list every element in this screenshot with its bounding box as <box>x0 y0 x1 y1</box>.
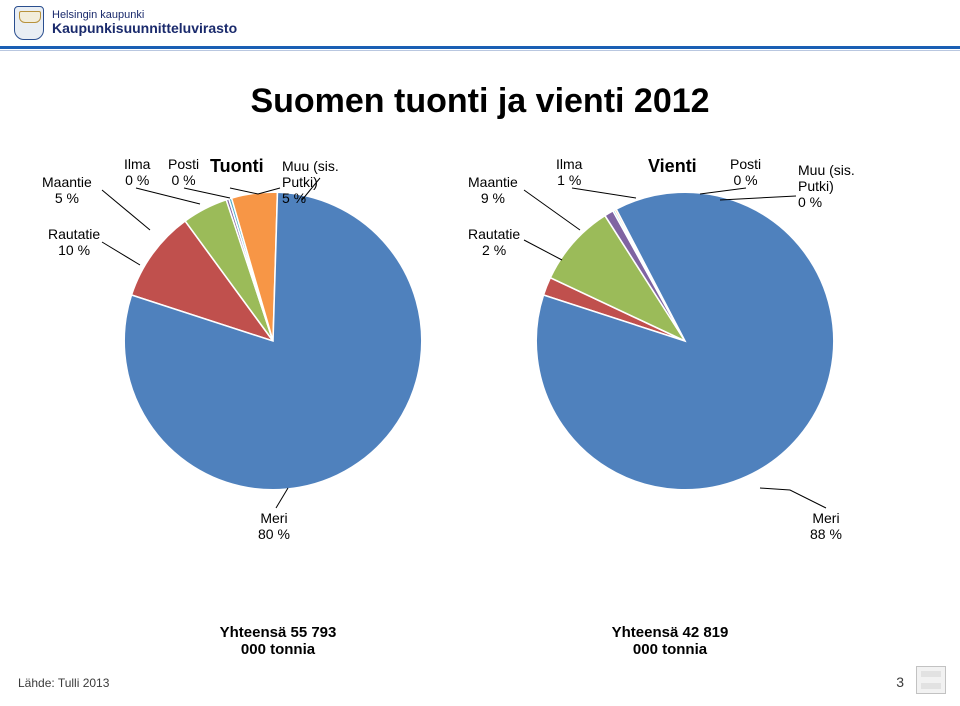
slide-header: Helsingin kaupunki Kaupunkisuunnitteluvi… <box>0 0 960 52</box>
slide-title: Suomen tuonti ja vienti 2012 <box>250 82 709 121</box>
lbl-vienti-muu: Muu (sis. Putki) 0 % <box>798 162 855 210</box>
page-number: 3 <box>896 674 904 690</box>
vienti-group-title: Vienti <box>648 156 697 177</box>
org-text: Helsingin kaupunki Kaupunkisuunnitteluvi… <box>52 10 237 36</box>
pie-vienti-svg <box>530 186 840 496</box>
tuonti-group-title: Tuonti <box>210 156 264 177</box>
lbl-tuonti-rautatie: Rautatie 10 % <box>48 226 100 258</box>
pie-tuonti-svg <box>118 186 428 496</box>
pie-vienti <box>530 186 840 496</box>
city-crest-icon <box>14 6 44 40</box>
lbl-vienti-meri: Meri 88 % <box>810 510 842 542</box>
lbl-tuonti-posti: Posti 0 % <box>168 156 199 188</box>
lbl-tuonti-muu: Muu (sis. Putki) 5 % <box>282 158 339 206</box>
lbl-tuonti-maantie: Maantie 5 % <box>42 174 92 206</box>
pie-tuonti <box>118 186 428 496</box>
source-citation: Lähde: Tulli 2013 <box>18 676 109 690</box>
chart-area: Tuonti Maantie 5 % Rautatie 10 % Ilma 0 … <box>0 140 960 570</box>
org-name-line2: Kaupunkisuunnitteluvirasto <box>52 21 237 36</box>
total-vienti: Yhteensä 42 819 000 tonnia <box>570 624 770 658</box>
lbl-vienti-posti: Posti 0 % <box>730 156 761 188</box>
org-logo-block: Helsingin kaupunki Kaupunkisuunnitteluvi… <box>14 6 237 40</box>
footer-decoration-icon <box>916 666 946 694</box>
lbl-tuonti-meri: Meri 80 % <box>258 510 290 542</box>
slide: { "org": { "line1": "Helsingin kaupunki"… <box>0 0 960 706</box>
total-tuonti: Yhteensä 55 793 000 tonnia <box>178 624 378 658</box>
lbl-vienti-rautatie: Rautatie 2 % <box>468 226 520 258</box>
lbl-tuonti-ilma: Ilma 0 % <box>124 156 150 188</box>
header-divider <box>0 46 960 49</box>
lbl-vienti-maantie: Maantie 9 % <box>468 174 518 206</box>
lbl-vienti-ilma: Ilma 1 % <box>556 156 582 188</box>
